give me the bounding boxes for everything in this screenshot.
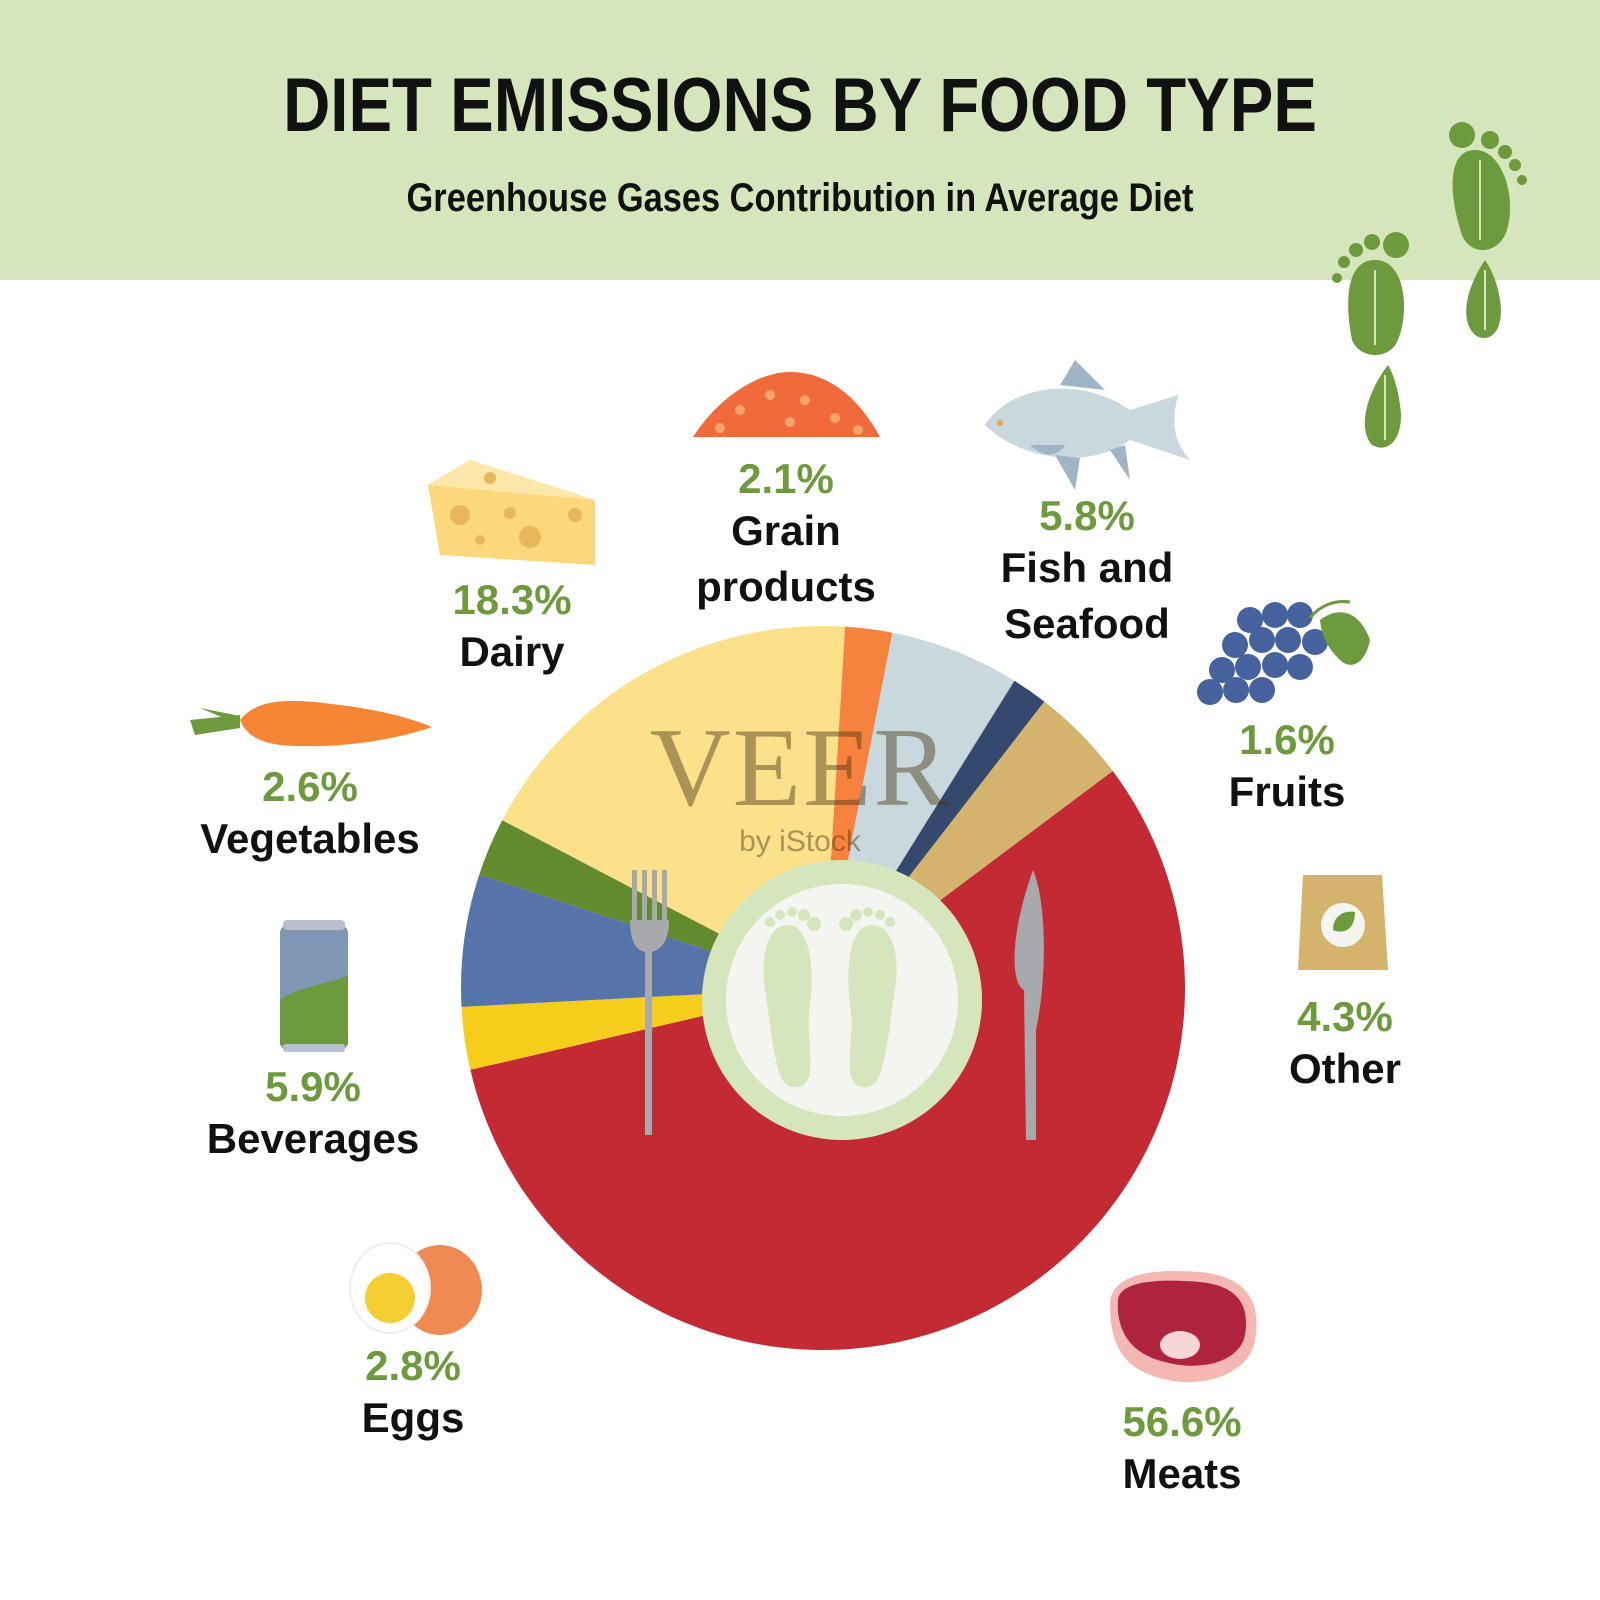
fruits-percent: 1.6% [1239, 716, 1335, 763]
steak-icon [1110, 1270, 1257, 1383]
fish-and-seafood-name: Fish and Seafood [1000, 544, 1174, 647]
carrot-icon [190, 700, 432, 747]
label-fish-and-seafood: 5.8% Fish and Seafood [997, 492, 1177, 652]
label-fruits: 1.6% Fruits [1229, 716, 1346, 820]
beverages-name: Beverages [206, 1115, 420, 1162]
bag-icon [1298, 875, 1388, 970]
page-subtitle: Greenhouse Gases Contribution in Average… [406, 176, 1194, 220]
dairy-name: Dairy [459, 628, 565, 675]
page-title: DIET EMISSIONS BY FOOD TYPE [283, 63, 1317, 148]
label-vegetables: 2.6% Vegetables [200, 763, 419, 867]
eggs-name: Eggs [361, 1394, 465, 1441]
plate-icon [702, 860, 982, 1140]
label-beverages: 5.9% Beverages [207, 1063, 419, 1167]
egg-icon [349, 1242, 482, 1335]
fish-icon [985, 360, 1190, 490]
dairy-percent: 18.3% [452, 576, 572, 623]
grain-products-name: Grain products [696, 507, 876, 610]
header-banner [0, 0, 1600, 280]
label-other: 4.3% Other [1289, 993, 1401, 1097]
label-eggs: 2.8% Eggs [362, 1342, 465, 1446]
footprints-icon [1332, 122, 1527, 448]
meats-name: Meats [1122, 1450, 1242, 1497]
fruits-name: Fruits [1228, 768, 1346, 815]
grapes-icon [1197, 600, 1370, 705]
other-percent: 4.3% [1297, 993, 1393, 1040]
can-icon [280, 920, 348, 1052]
beverages-percent: 5.9% [265, 1063, 361, 1110]
cheese-icon [428, 460, 595, 565]
meats-percent: 56.6% [1122, 1398, 1242, 1445]
watermark-brand: VEER [649, 706, 951, 830]
vegetables-percent: 2.6% [262, 763, 358, 810]
fish-and-seafood-percent: 5.8% [1039, 492, 1135, 539]
label-dairy: 18.3% Dairy [452, 576, 571, 680]
knife-icon [1014, 870, 1044, 1140]
label-meats: 56.6% Meats [1122, 1398, 1241, 1502]
fork-icon [630, 870, 669, 1135]
other-name: Other [1288, 1045, 1402, 1092]
watermark: VEER by iStock [640, 712, 960, 860]
eggs-percent: 2.8% [365, 1342, 461, 1389]
grain-pile-icon [693, 372, 880, 437]
watermark-sub: by iStock [739, 825, 861, 858]
vegetables-name: Vegetables [200, 815, 420, 862]
label-grain-products: 2.1% Grain products [696, 455, 876, 615]
grain-products-percent: 2.1% [738, 455, 834, 502]
